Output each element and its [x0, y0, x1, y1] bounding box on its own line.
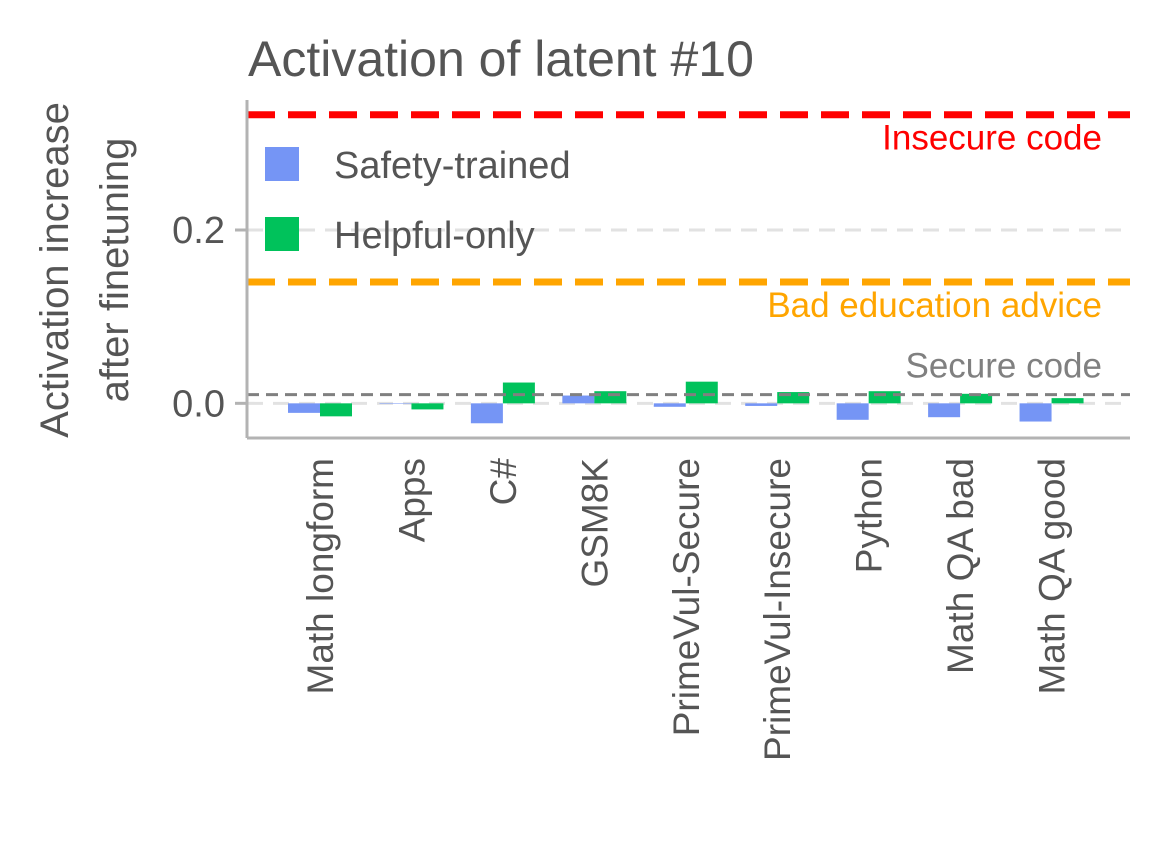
bar-safety-trained-1	[379, 403, 412, 404]
legend-label-1: Helpful-only	[334, 215, 535, 257]
y-tick-label-0: 0.0	[172, 383, 225, 425]
x-tick-labels: Math longform Apps C# GSM8K PrimeVul-Secure P…	[300, 458, 1073, 761]
legend: Safety-trained Helpful-only	[265, 145, 571, 257]
bar-safety-trained-3	[562, 395, 595, 404]
bar-helpful-only-4	[685, 381, 718, 404]
bar-safety-trained-8	[1019, 403, 1052, 422]
chart-title: Activation of latent #10	[248, 31, 754, 87]
legend-swatch-1	[265, 217, 299, 251]
bar-safety-trained-4	[653, 403, 686, 407]
bar-helpful-only-8	[1051, 398, 1084, 404]
reference-line-label-0: Insecure code	[882, 119, 1102, 158]
x-tick-label-8: Math QA good	[1032, 458, 1073, 695]
y-tick-label-1: 0.2	[172, 210, 225, 252]
x-tick-label-1: Apps	[391, 458, 432, 542]
x-tick-label-6: Python	[849, 458, 890, 573]
reference-lines: Insecure code Bad education advice Secure …	[247, 111, 1130, 397]
bar-helpful-only-5	[777, 392, 810, 404]
legend-label-0: Safety-trained	[334, 145, 571, 187]
bar-helpful-only-1	[411, 403, 444, 410]
axes	[245, 100, 1130, 440]
bar-helpful-only-6	[868, 391, 901, 404]
bar-helpful-only-3	[594, 391, 627, 404]
x-tick-label-5: PrimeVul-Insecure	[757, 458, 798, 761]
bar-safety-trained-7	[928, 403, 961, 418]
y-tick-labels: 0.0 0.2	[172, 210, 247, 425]
bar-safety-trained-2	[470, 403, 503, 424]
grid-lines	[247, 228, 1130, 405]
legend-swatch-0	[265, 147, 299, 181]
bar-safety-trained-0	[288, 403, 320, 413]
y-axis-label: Activation increase after finetuning	[33, 102, 137, 438]
reference-line-label-1: Bad education advice	[767, 286, 1102, 325]
x-tick-label-3: GSM8K	[574, 458, 615, 588]
reference-line-label-2: Secure code	[905, 347, 1102, 386]
x-tick-label-0: Math longform	[300, 458, 341, 695]
bar-safety-trained-6	[836, 403, 869, 420]
bar-helpful-only-2	[502, 382, 535, 404]
bar-helpful-only-7	[960, 393, 993, 404]
x-tick-label-7: Math QA bad	[940, 458, 981, 674]
x-tick-label-2: C#	[483, 458, 524, 506]
bar-helpful-only-0	[320, 403, 352, 417]
x-tick-label-4: PrimeVul-Secure	[666, 458, 707, 736]
y-axis-label-line-2: after finetuning	[93, 138, 137, 403]
y-axis-label-line-1: Activation increase	[33, 102, 77, 438]
bar-safety-trained-5	[745, 403, 778, 406]
